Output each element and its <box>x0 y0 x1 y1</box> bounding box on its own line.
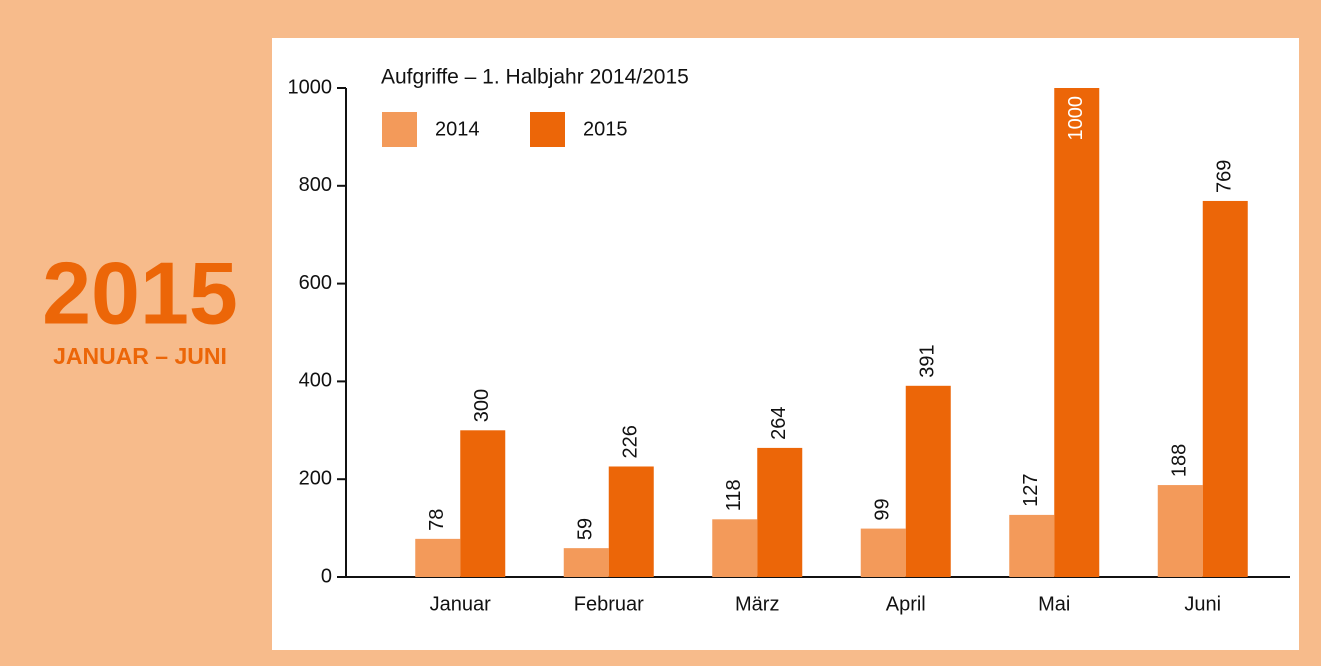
data-label: 99 <box>872 498 894 520</box>
y-tick-label: 200 <box>299 467 332 489</box>
bar <box>1202 200 1248 578</box>
x-tick-label: Mai <box>1038 593 1070 615</box>
bar <box>860 528 906 577</box>
data-label: 127 <box>1020 474 1042 507</box>
badge-year: 2015 <box>42 243 238 342</box>
y-tick-label: 0 <box>321 565 332 587</box>
bar <box>608 466 654 577</box>
legend-label: 2014 <box>435 118 480 140</box>
y-tick-label: 400 <box>299 370 332 392</box>
x-tick-label: April <box>886 593 926 615</box>
bar <box>905 385 951 577</box>
data-label: 391 <box>917 344 939 377</box>
bar <box>460 430 506 577</box>
bar <box>757 447 803 577</box>
data-label: 769 <box>1214 160 1236 193</box>
x-tick-label: Januar <box>430 593 491 615</box>
badge-period: JANUAR – JUNI <box>53 343 227 369</box>
data-label: 264 <box>768 407 790 440</box>
bar <box>415 538 461 577</box>
legend-label: 2015 <box>583 118 628 140</box>
data-label: 188 <box>1169 444 1191 477</box>
bar <box>1054 88 1100 577</box>
y-tick-label: 800 <box>299 174 332 196</box>
chart-title: Aufgriffe – 1. Halbjahr 2014/2015 <box>381 66 689 89</box>
bar <box>712 519 758 577</box>
y-tick-label: 1000 <box>288 76 333 98</box>
legend-swatch <box>530 112 565 147</box>
bar <box>563 548 609 577</box>
legend-swatch <box>382 112 417 147</box>
x-tick-label: Februar <box>574 593 644 615</box>
x-tick-label: März <box>735 593 779 615</box>
bar <box>1157 485 1203 577</box>
data-label: 118 <box>723 479 745 511</box>
data-label: 226 <box>620 425 642 458</box>
x-tick-label: Juni <box>1184 593 1221 615</box>
data-label: 300 <box>471 389 493 422</box>
y-tick-label: 600 <box>299 272 332 294</box>
data-label: 78 <box>426 509 448 531</box>
data-label: 59 <box>575 518 597 540</box>
data-label: 1000 <box>1065 96 1087 141</box>
bar <box>1009 514 1055 577</box>
